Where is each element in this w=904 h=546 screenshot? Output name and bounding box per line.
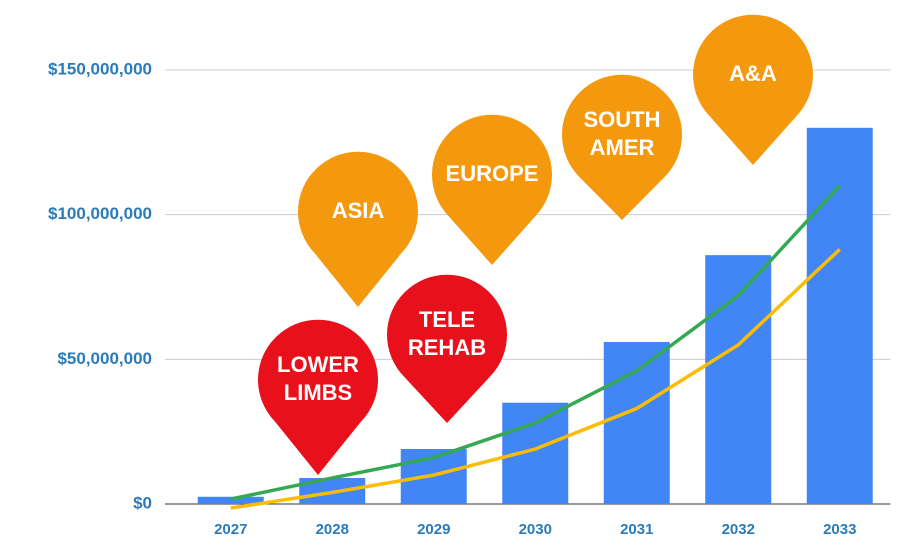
pin-label: ASIA — [332, 198, 385, 223]
pin-label: REHAB — [408, 335, 486, 360]
bar — [197, 496, 264, 505]
x-tick-label: 2030 — [519, 521, 552, 538]
y-tick-label: $50,000,000 — [57, 349, 152, 368]
x-tick-label: 2032 — [722, 521, 755, 538]
line — [230, 184, 842, 501]
x-tick-label: 2031 — [620, 521, 653, 538]
x-tick-label: 2028 — [316, 521, 349, 538]
pin — [562, 74, 682, 221]
bar — [603, 341, 670, 505]
pin-label: EUROPE — [446, 161, 539, 186]
pin-label: TELE — [419, 307, 475, 332]
pin-label: LIMBS — [284, 380, 352, 405]
pin-label: A&A — [729, 61, 777, 86]
line — [230, 248, 841, 510]
pin — [432, 114, 553, 265]
pin-label: AMER — [590, 135, 655, 160]
bar — [705, 255, 772, 505]
y-tick-label: $100,000,000 — [48, 204, 152, 223]
x-tick-label: 2033 — [823, 521, 856, 538]
pin-label: LOWER — [277, 352, 359, 377]
x-tick-label: 2029 — [417, 521, 450, 538]
y-tick-label: $0 — [133, 493, 152, 512]
pin — [258, 319, 379, 475]
pin — [298, 151, 419, 307]
pin — [387, 274, 508, 423]
y-tick-label: $150,000,000 — [48, 59, 152, 78]
x-tick-label: 2027 — [214, 521, 247, 538]
pin — [693, 14, 814, 166]
pin-label: SOUTH — [584, 107, 661, 132]
bar — [806, 127, 873, 505]
